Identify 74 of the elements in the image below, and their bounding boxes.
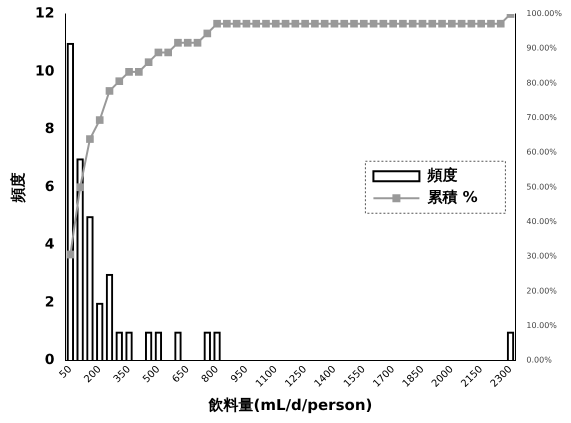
point <box>223 20 231 28</box>
point <box>232 20 240 28</box>
point <box>262 20 270 28</box>
point <box>360 20 368 28</box>
x-tick-label: 800 <box>200 364 222 386</box>
point <box>282 20 290 28</box>
point <box>330 20 338 28</box>
point <box>496 20 505 28</box>
point <box>458 20 466 28</box>
point <box>194 38 202 47</box>
y-tick-label: 2 <box>44 294 54 310</box>
y-tick-label: 4 <box>44 236 55 253</box>
point <box>418 20 426 28</box>
legend-label: 頻度 <box>426 166 458 184</box>
point <box>389 20 397 28</box>
point <box>399 20 407 28</box>
point <box>144 58 152 66</box>
point <box>106 87 114 95</box>
point <box>135 68 143 76</box>
point <box>438 20 446 28</box>
point <box>164 48 172 56</box>
point <box>252 20 260 28</box>
x-tick-label: 650 <box>170 364 192 386</box>
y2-tick-label: 70.00% <box>526 113 558 122</box>
y-tick-label: 8 <box>44 121 54 138</box>
point <box>408 20 417 28</box>
legend-label: 累積 % <box>426 188 478 206</box>
point <box>292 20 300 28</box>
y2-tick-label: 50.00% <box>526 182 558 192</box>
y-tick-label: 12 <box>35 6 54 22</box>
point <box>242 20 250 28</box>
x-tick-label: 950 <box>229 364 250 386</box>
point <box>154 48 162 56</box>
x-tick-label: 50 <box>58 364 74 381</box>
point <box>448 20 456 28</box>
y-axis-title: 頻度 <box>8 172 27 204</box>
y-tick-label: 0 <box>44 352 55 368</box>
y2-tick-label: 20.00% <box>526 286 558 296</box>
point <box>96 116 104 124</box>
point <box>213 20 221 28</box>
point <box>370 20 378 28</box>
x-tick-label: 350 <box>112 364 134 386</box>
y2-tick-label: 90.00% <box>526 44 558 53</box>
y2-tick-label: 60.00% <box>526 148 558 157</box>
point <box>350 20 358 28</box>
y-tick-label: 10 <box>35 63 55 80</box>
point <box>487 20 495 28</box>
y2-tick-label: 40.00% <box>526 216 558 226</box>
x-tick-label: 200 <box>82 364 104 386</box>
point <box>115 77 124 86</box>
y2-tick-label: 80.00% <box>526 78 558 88</box>
x-tick-label: 500 <box>141 364 162 386</box>
x-axis-title: 飲料量(mL/d/person) <box>208 396 372 414</box>
point <box>477 20 485 28</box>
point <box>86 135 94 143</box>
point <box>174 38 182 47</box>
point <box>203 30 212 38</box>
point <box>468 20 476 28</box>
y2-tick-label: 10.00% <box>526 320 558 330</box>
point <box>340 20 348 28</box>
point <box>184 38 192 47</box>
point <box>125 68 133 76</box>
y2-tick-label: 0.00% <box>526 356 552 365</box>
y-tick-label: 6 <box>44 178 54 195</box>
point <box>76 183 84 192</box>
point <box>380 20 388 28</box>
point <box>66 250 74 258</box>
y2-tick-label: 30.00% <box>526 252 558 261</box>
point <box>320 20 329 28</box>
point <box>301 20 309 28</box>
point <box>272 20 280 28</box>
point <box>311 20 319 28</box>
point <box>428 20 436 28</box>
y2-tick-label: 100.00% <box>526 9 562 18</box>
